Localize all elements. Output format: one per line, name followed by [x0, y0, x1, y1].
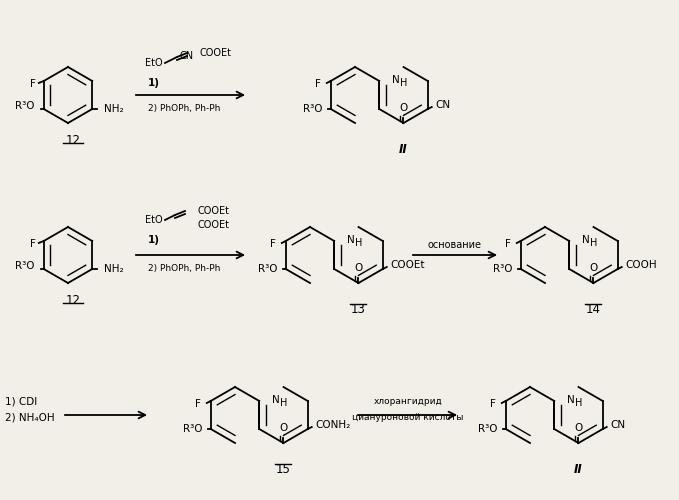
Text: EtO: EtO: [145, 58, 163, 68]
Text: N: N: [392, 75, 399, 85]
Text: F: F: [30, 79, 36, 89]
Text: COOEt: COOEt: [197, 220, 229, 230]
Text: R³O: R³O: [258, 264, 278, 274]
Text: R³O: R³O: [15, 101, 35, 111]
Text: NH₂: NH₂: [105, 104, 124, 114]
Text: COOEt: COOEt: [390, 260, 425, 270]
Text: H: H: [590, 238, 598, 248]
Text: CN: CN: [436, 100, 451, 110]
Text: H: H: [355, 238, 362, 248]
Text: N: N: [272, 395, 280, 405]
Text: NH₂: NH₂: [105, 264, 124, 274]
Text: N: N: [582, 235, 589, 245]
Text: CN: CN: [610, 420, 626, 430]
Text: O: O: [574, 423, 583, 433]
Text: 12: 12: [65, 134, 81, 147]
Text: R³O: R³O: [15, 261, 35, 271]
Text: 14: 14: [586, 303, 601, 316]
Text: R³O: R³O: [478, 424, 498, 434]
Text: O: O: [354, 263, 363, 273]
Text: 2) PhOPh, Ph-Ph: 2) PhOPh, Ph-Ph: [148, 264, 221, 274]
Text: 1): 1): [148, 235, 160, 245]
Text: COOH: COOH: [626, 260, 657, 270]
Text: F: F: [490, 399, 496, 409]
Text: O: O: [279, 423, 288, 433]
Text: 13: 13: [351, 303, 366, 316]
Text: хлорангидрид: хлорангидрид: [373, 398, 443, 406]
Text: R³O: R³O: [304, 104, 323, 114]
Text: R³O: R³O: [183, 424, 203, 434]
Text: 15: 15: [276, 463, 291, 476]
Text: H: H: [280, 398, 287, 408]
Text: F: F: [195, 399, 201, 409]
Text: 12: 12: [65, 294, 81, 308]
Text: O: O: [589, 263, 598, 273]
Text: 1): 1): [148, 78, 160, 88]
Text: H: H: [400, 78, 407, 88]
Text: O: O: [399, 103, 407, 113]
Text: F: F: [30, 239, 36, 249]
Text: II: II: [574, 463, 583, 476]
Text: F: F: [505, 239, 511, 249]
Text: CONH₂: CONH₂: [316, 420, 351, 430]
Text: основание: основание: [428, 240, 482, 250]
Text: CN: CN: [180, 51, 194, 61]
Text: 1) CDI: 1) CDI: [5, 397, 37, 407]
Text: F: F: [315, 79, 320, 89]
Text: 2) PhOPh, Ph-Ph: 2) PhOPh, Ph-Ph: [148, 104, 221, 114]
Text: F: F: [270, 239, 276, 249]
Text: циануроновой кислоты: циануроновой кислоты: [352, 414, 464, 422]
Text: COOEt: COOEt: [200, 48, 232, 58]
Text: II: II: [399, 143, 408, 156]
Text: EtO: EtO: [145, 215, 163, 225]
Text: R³O: R³O: [493, 264, 513, 274]
Text: N: N: [567, 395, 574, 405]
Text: COOEt: COOEt: [197, 206, 229, 216]
Text: N: N: [347, 235, 354, 245]
Text: H: H: [575, 398, 582, 408]
Text: 2) NH₄OH: 2) NH₄OH: [5, 413, 54, 423]
